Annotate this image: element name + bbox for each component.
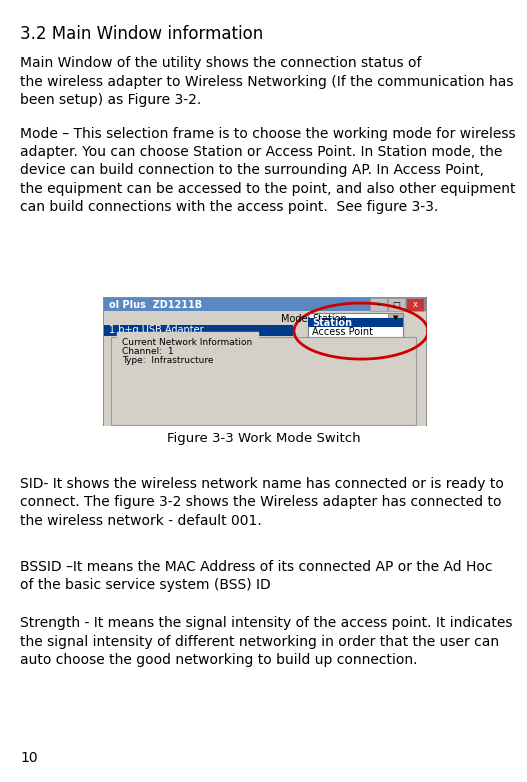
Text: Strength - It means the signal intensity of the access point. It indicates
the s: Strength - It means the signal intensity… bbox=[20, 616, 513, 667]
Text: Figure 3-3 Work Mode Switch: Figure 3-3 Work Mode Switch bbox=[167, 432, 360, 445]
Text: Mode – This selection frame is to choose the working mode for wireless
adapter. : Mode – This selection frame is to choose… bbox=[20, 127, 515, 214]
Text: Main Window of the utility shows the connection status of
the wireless adapter t: Main Window of the utility shows the con… bbox=[20, 56, 513, 107]
Text: BSSID –It means the MAC Address of its connected AP or the Ad Hoc
of the basic s: BSSID –It means the MAC Address of its c… bbox=[20, 560, 493, 592]
Text: SID- It shows the wireless network name has connected or is ready to
connect. Th: SID- It shows the wireless network name … bbox=[20, 477, 504, 528]
Text: 3.2 Main Window information: 3.2 Main Window information bbox=[20, 25, 264, 43]
Text: 10: 10 bbox=[20, 751, 37, 765]
